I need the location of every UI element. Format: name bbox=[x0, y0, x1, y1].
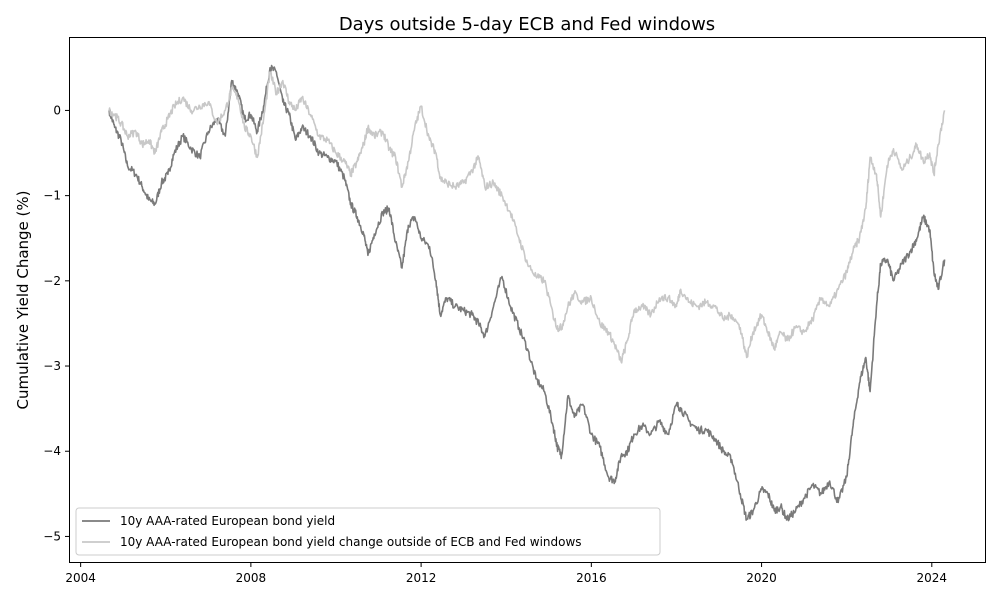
legend-box bbox=[75, 507, 661, 556]
y-axis: 0 −1 −2 −3 −4 −5 bbox=[43, 103, 70, 543]
x-axis: 2004 2008 2012 2016 2020 2024 bbox=[65, 562, 947, 585]
x-tick-label: 2012 bbox=[406, 571, 437, 585]
y-tick-label: −1 bbox=[43, 189, 61, 203]
x-tick-label: 2016 bbox=[576, 571, 607, 585]
legend: 10y AAA-rated European bond yield 10y AAA… bbox=[75, 507, 661, 556]
x-tick-label: 2024 bbox=[917, 571, 948, 585]
series-layer bbox=[108, 64, 946, 522]
x-tick-label: 2008 bbox=[236, 571, 267, 585]
y-tick-label: −2 bbox=[43, 274, 61, 288]
x-tick-label: 2004 bbox=[65, 571, 96, 585]
series-line-2 bbox=[108, 71, 946, 364]
legend-label-2: 10y AAA-rated European bond yield change… bbox=[120, 535, 582, 549]
chart-title: Days outside 5-day ECB and Fed windows bbox=[339, 14, 715, 35]
y-axis-label: Cumulative Yield Change (%) bbox=[14, 190, 32, 409]
legend-label-1: 10y AAA-rated European bond yield bbox=[120, 514, 335, 528]
y-tick-label: −3 bbox=[43, 359, 61, 373]
y-tick-label: −5 bbox=[43, 529, 61, 543]
x-tick-label: 2020 bbox=[746, 571, 777, 585]
series-line-1 bbox=[108, 64, 946, 522]
y-tick-label: 0 bbox=[53, 103, 61, 117]
plot-frame bbox=[69, 37, 986, 563]
y-tick-label: −4 bbox=[43, 444, 61, 458]
